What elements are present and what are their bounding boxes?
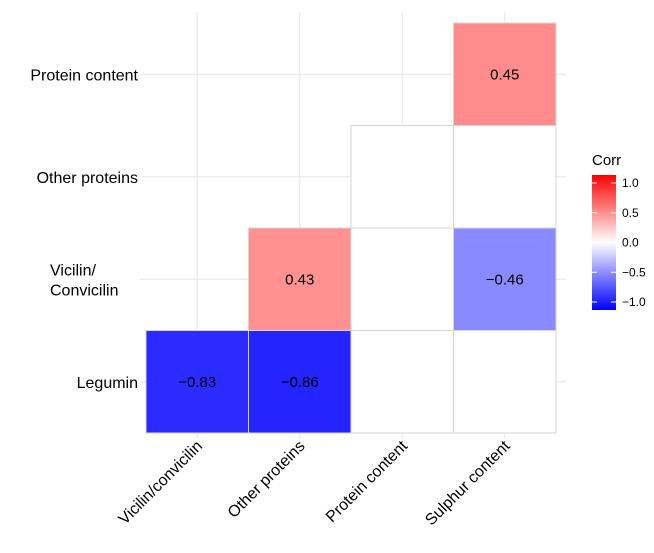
- heatmap-cell: [453, 125, 557, 229]
- y-axis-label: Vicilin/Convicilin: [50, 262, 118, 299]
- heatmap-cell: [453, 22, 557, 126]
- legend-tick-label: −1.0: [622, 295, 646, 309]
- legend-tick-label: 0.0: [622, 236, 639, 250]
- heatmap-cell: [350, 330, 454, 434]
- legend-tick-label: 1.0: [622, 176, 639, 190]
- y-axis-label: Protein content: [30, 67, 138, 84]
- heatmap-cell: [453, 330, 557, 434]
- heatmap-cell: [350, 125, 454, 229]
- heatmap-cell: [453, 227, 557, 331]
- heatmap-cell: [145, 330, 249, 434]
- cell-value-label: 0.45: [490, 66, 519, 83]
- legend-title: Corr: [592, 152, 621, 169]
- heatmap-cell: [350, 227, 454, 331]
- y-axis-label: Other proteins: [37, 170, 138, 187]
- color-legend: Corr 1.0 0.5 0.0 −0.5 −1.0: [592, 152, 646, 310]
- x-axis-labels: Vicilin/convicilin Other proteins Protein …: [116, 437, 514, 529]
- x-axis-label: Sulphur content: [422, 437, 514, 529]
- heatmap-cell: [248, 227, 352, 331]
- cell-value-label: −0.86: [281, 374, 319, 391]
- heatmap-cells: [145, 22, 557, 434]
- legend-tick-label: −0.5: [622, 265, 646, 279]
- cell-value-label: −0.46: [486, 271, 524, 288]
- cell-value-label: −0.83: [178, 374, 216, 391]
- x-axis-label: Other proteins: [225, 438, 309, 522]
- heatmap-cell: [248, 330, 352, 434]
- x-axis-label: Protein content: [323, 437, 412, 526]
- y-axis-labels: Legumin Vicilin/Convicilin Other proteins P…: [30, 67, 138, 392]
- cell-value-labels: −0.83 −0.86 0.43 −0.46 0.45: [178, 66, 523, 391]
- legend-tick-label: 0.5: [622, 206, 639, 220]
- cell-value-label: 0.43: [285, 271, 314, 288]
- y-axis-label: Legumin: [77, 375, 138, 392]
- x-axis-label: Vicilin/convicilin: [116, 438, 206, 528]
